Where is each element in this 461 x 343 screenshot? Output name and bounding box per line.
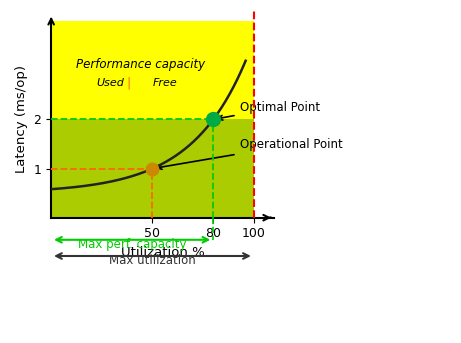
Y-axis label: Latency (ms/op): Latency (ms/op)	[15, 66, 28, 174]
Text: Used: Used	[96, 78, 124, 88]
X-axis label: Utilization %: Utilization %	[121, 246, 204, 259]
Text: Max perf. capacity: Max perf. capacity	[78, 238, 186, 251]
Text: Operational Point: Operational Point	[157, 139, 343, 169]
Text: Free: Free	[153, 78, 177, 88]
Text: Max utilization: Max utilization	[109, 255, 196, 267]
Text: |: |	[126, 76, 130, 89]
Bar	[51, 119, 254, 218]
Text: Performance capacity: Performance capacity	[76, 58, 205, 71]
Text: Optimal Point: Optimal Point	[218, 101, 319, 120]
